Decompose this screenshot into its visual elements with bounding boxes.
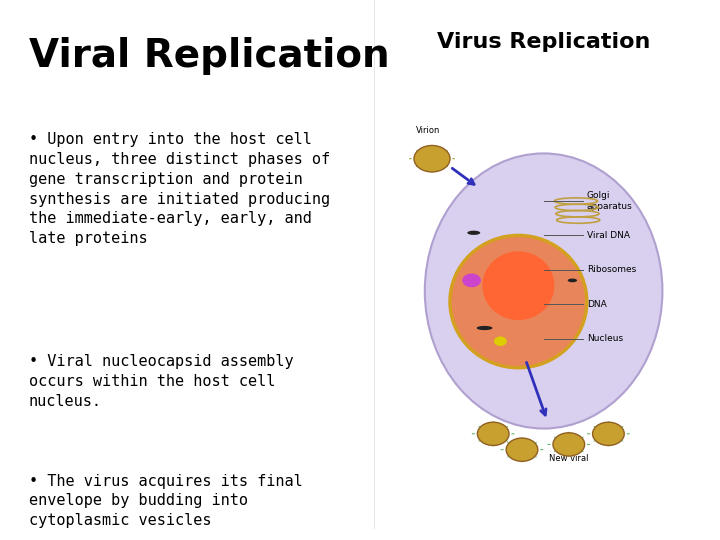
Circle shape — [553, 433, 585, 456]
Text: Viral DNA: Viral DNA — [587, 231, 630, 240]
Text: Nucleus: Nucleus — [587, 334, 623, 343]
Circle shape — [506, 438, 538, 461]
Circle shape — [494, 336, 507, 346]
Ellipse shape — [482, 251, 554, 320]
Text: Golgi
apparatus: Golgi apparatus — [587, 191, 633, 211]
Circle shape — [477, 422, 509, 446]
Ellipse shape — [467, 231, 480, 235]
Ellipse shape — [425, 153, 662, 429]
Ellipse shape — [568, 279, 577, 282]
Text: DNA: DNA — [587, 300, 606, 309]
Circle shape — [593, 422, 624, 446]
Circle shape — [414, 145, 450, 172]
Circle shape — [462, 274, 481, 287]
Text: • The virus acquires its final
envelope by budding into
cytoplasmic vesicles: • The virus acquires its final envelope … — [29, 474, 302, 528]
Text: • Viral nucleocapsid assembly
occurs within the host cell
nucleus.: • Viral nucleocapsid assembly occurs wit… — [29, 354, 294, 409]
Text: • Upon entry into the host cell
nucleus, three distinct phases of
gene transcrip: • Upon entry into the host cell nucleus,… — [29, 132, 330, 246]
Ellipse shape — [477, 326, 492, 330]
Text: Virus Replication: Virus Replication — [437, 32, 650, 52]
Ellipse shape — [450, 235, 587, 368]
Text: New viral: New viral — [549, 454, 588, 463]
Text: Ribosomes: Ribosomes — [587, 265, 636, 274]
Text: Viral Replication: Viral Replication — [29, 37, 390, 75]
Text: Virion: Virion — [416, 126, 441, 135]
